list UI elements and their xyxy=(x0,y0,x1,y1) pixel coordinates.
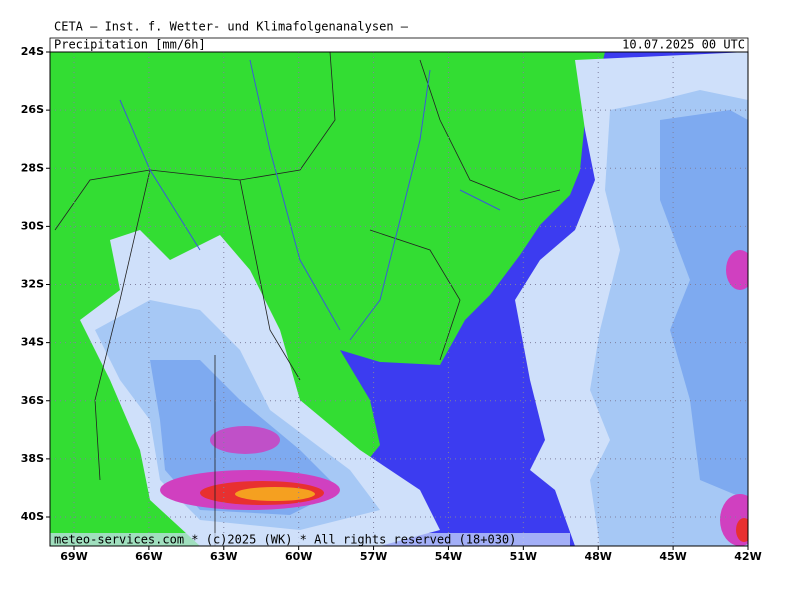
lat-label: 32S xyxy=(21,278,44,291)
map-area: meteo-services.com * (c)2025 (WK) * All … xyxy=(50,52,748,547)
lat-label: 36S xyxy=(21,394,44,407)
valid-time: 10.07.2025 00 UTC xyxy=(622,38,745,52)
lon-label: 69W xyxy=(60,550,87,563)
country-border xyxy=(54,52,561,546)
lon-label: 54W xyxy=(435,550,462,563)
lat-label: 24S xyxy=(21,45,44,58)
lon-label: 42W xyxy=(734,550,761,563)
lat-label: 28S xyxy=(21,161,44,174)
lat-label: 26S xyxy=(21,103,44,116)
precip-core xyxy=(726,250,748,290)
header-title: CETA — Inst. f. Wetter- und Klimafolgena… xyxy=(54,20,409,34)
river xyxy=(119,59,501,341)
lon-label: 48W xyxy=(584,550,611,563)
lat-label: 38S xyxy=(21,452,44,465)
lon-label: 63W xyxy=(210,550,237,563)
precip-core xyxy=(736,518,748,542)
lat-label: 34S xyxy=(21,336,44,349)
precip-core xyxy=(235,487,315,501)
precip-heavy xyxy=(660,110,748,500)
lon-label: 45W xyxy=(659,550,686,563)
map-frame xyxy=(49,51,749,547)
variable-label: Precipitation [mm/6h] xyxy=(54,38,206,52)
lon-label: 51W xyxy=(510,550,537,563)
lon-label: 60W xyxy=(285,550,312,563)
lon-label: 66W xyxy=(135,550,162,563)
precip-core xyxy=(210,426,280,454)
lat-label: 40S xyxy=(21,510,44,523)
footer-text: meteo-services.com * (c)2025 (WK) * All … xyxy=(54,533,516,547)
footer-bg xyxy=(50,533,570,546)
lon-label: 57W xyxy=(360,550,387,563)
lat-label: 30S xyxy=(21,219,44,232)
